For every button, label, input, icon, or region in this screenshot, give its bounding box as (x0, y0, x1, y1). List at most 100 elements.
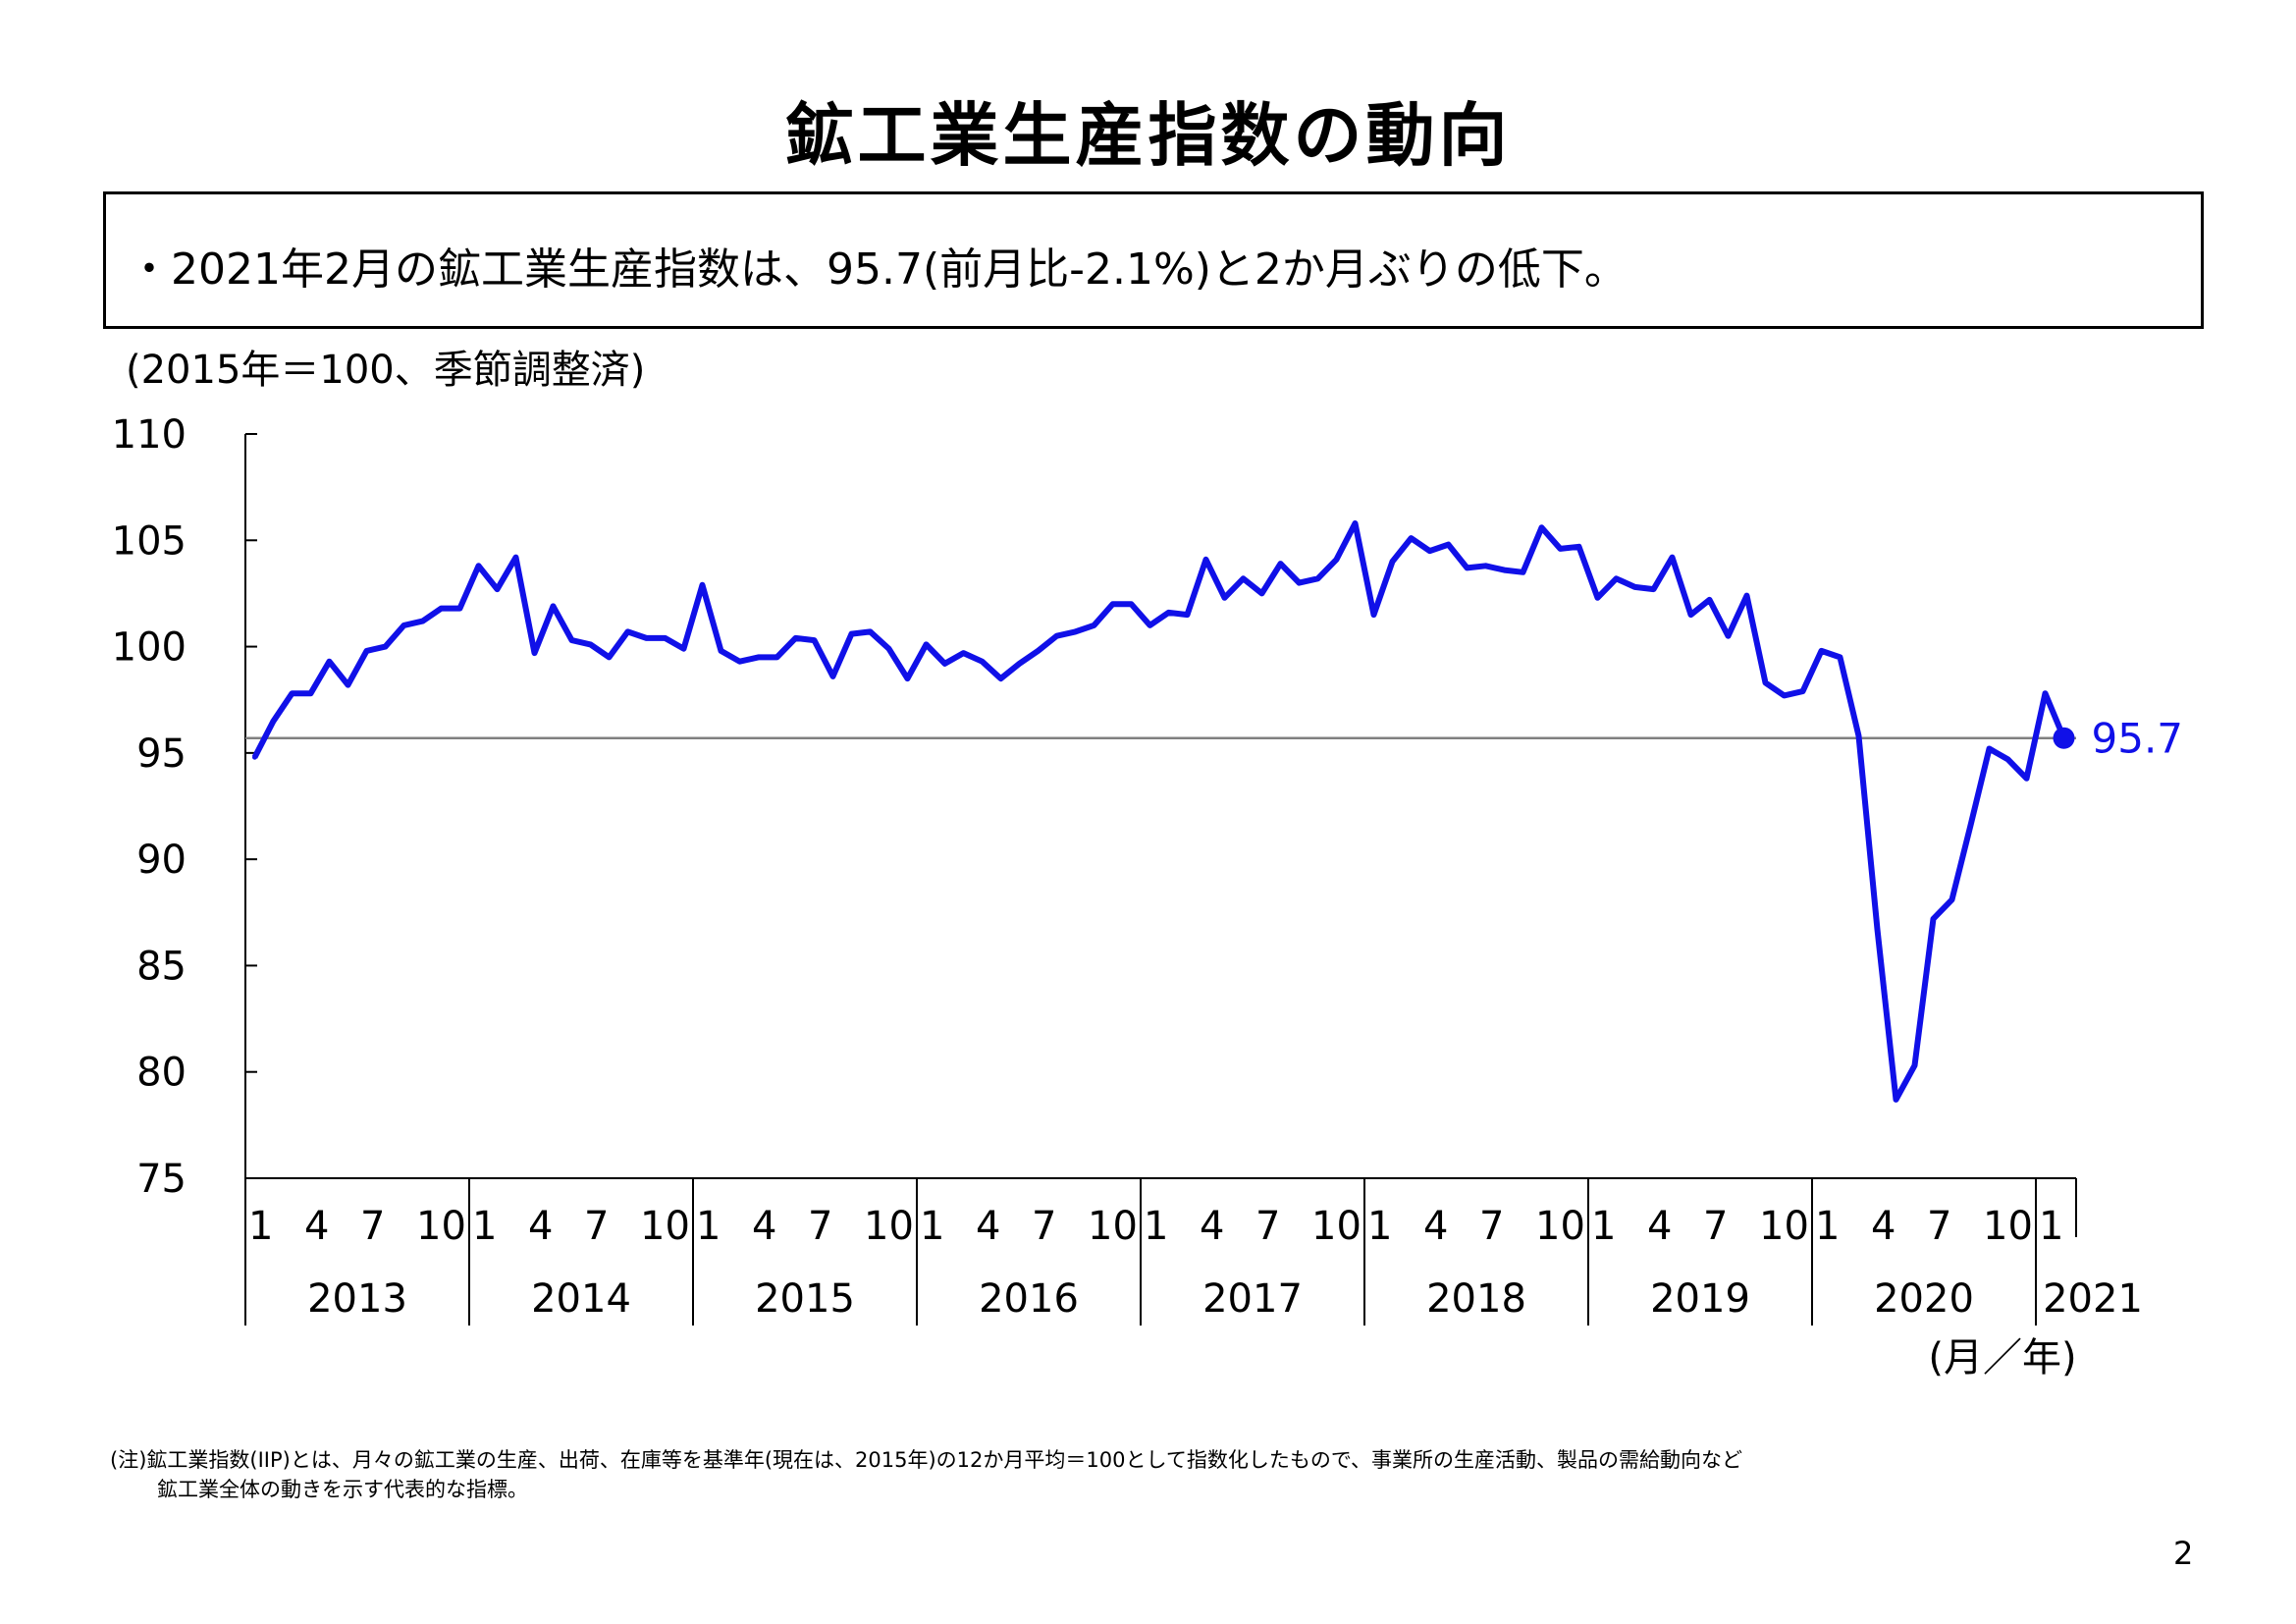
data-point (1036, 648, 1041, 654)
data-point (1856, 733, 1861, 739)
footnote-line-2: 鉱工業全体の動きを示す代表的な指標。 (157, 1478, 528, 1501)
month-tick-label: 7 (808, 1204, 832, 1249)
data-point (1576, 544, 1581, 550)
footnote: (注)鉱工業指数(IIP)とは、月々の鉱工業の生産、出荷、在庫等を基準年(現在は… (110, 1445, 1742, 1504)
data-point (1912, 1062, 1917, 1068)
data-point (1782, 692, 1787, 698)
data-point (644, 635, 649, 641)
data-point (439, 606, 444, 612)
month-tick-label: 1 (1144, 1204, 1168, 1249)
y-tick-label: 75 (136, 1157, 187, 1202)
month-tick-label: 10 (1311, 1204, 1362, 1249)
month-tick-label: 4 (752, 1204, 776, 1249)
month-tick-label: 10 (416, 1204, 466, 1249)
month-tick-label: 10 (1759, 1204, 1809, 1249)
year-label: 2016 (979, 1276, 1079, 1322)
month-tick-label: 10 (864, 1204, 914, 1249)
data-point (812, 637, 817, 643)
month-tick-label: 1 (1591, 1204, 1616, 1249)
data-point (942, 661, 947, 667)
data-point (737, 659, 742, 665)
month-tick-label: 1 (2039, 1204, 2063, 1249)
data-point (532, 650, 537, 656)
unit-label: (2015年＝100、季節調整済) (126, 348, 645, 393)
data-point (793, 635, 798, 641)
y-tick-label: 90 (136, 838, 187, 883)
data-point (1054, 633, 1059, 639)
data-point (271, 718, 276, 724)
data-point (364, 648, 369, 654)
data-point (1539, 524, 1544, 530)
last-point-marker (2053, 727, 2075, 749)
data-point (290, 690, 294, 696)
data-point (1800, 688, 1805, 694)
data-point (1688, 612, 1693, 618)
data-point (1334, 557, 1339, 563)
data-point (1838, 654, 1842, 660)
y-tick-label: 105 (112, 518, 187, 564)
data-point (1763, 679, 1768, 685)
data-point (1483, 563, 1488, 568)
month-tick-label: 10 (1535, 1204, 1585, 1249)
month-tick-label: 1 (472, 1204, 497, 1249)
data-point (980, 659, 985, 665)
data-point (1949, 896, 1954, 902)
month-tick-label: 1 (696, 1204, 721, 1249)
month-tick-label: 1 (920, 1204, 944, 1249)
data-point (998, 676, 1003, 681)
data-point (1129, 601, 1134, 607)
y-tick-label: 95 (136, 731, 187, 777)
month-tick-label: 4 (1647, 1204, 1672, 1249)
data-point (308, 690, 313, 696)
data-point (2024, 776, 2029, 782)
data-point (1297, 580, 1302, 586)
data-point (625, 628, 630, 634)
month-tick-label: 7 (1703, 1204, 1728, 1249)
y-tick-label: 80 (136, 1051, 187, 1096)
data-point (1409, 535, 1414, 541)
data-point (2005, 756, 2010, 762)
data-point (383, 644, 388, 650)
data-point (1390, 559, 1395, 565)
data-point (1241, 575, 1246, 581)
data-point (607, 654, 612, 660)
data-series-line (251, 520, 2067, 1103)
page-number: 2 (2173, 1535, 2194, 1572)
year-label: 2018 (1426, 1276, 1526, 1322)
data-point (1259, 590, 1264, 596)
data-point (1744, 593, 1749, 599)
y-tick-label: 110 (112, 412, 187, 458)
year-label: 2014 (531, 1276, 631, 1322)
footnote-line-1: (注)鉱工業指数(IIP)とは、月々の鉱工業の生産、出荷、在庫等を基準年(現在は… (110, 1448, 1742, 1472)
data-point (700, 582, 705, 588)
data-point (1819, 648, 1824, 654)
month-tick-label: 10 (640, 1204, 690, 1249)
data-point (569, 637, 574, 643)
month-tick-label: 10 (1088, 1204, 1138, 1249)
month-tick-label: 4 (304, 1204, 329, 1249)
y-tick-label: 85 (136, 944, 187, 989)
data-point (681, 646, 686, 652)
data-point (1073, 628, 1078, 634)
y-tick-label: 100 (112, 625, 187, 671)
data-point (1968, 822, 1973, 828)
data-point (663, 635, 667, 641)
data-point (961, 650, 966, 656)
month-tick-label: 4 (1871, 1204, 1896, 1249)
data-point (457, 606, 462, 612)
data-point (327, 659, 332, 665)
month-tick-label: 1 (248, 1204, 273, 1249)
data-point (886, 646, 891, 652)
data-point (1987, 746, 1992, 752)
data-point (1092, 623, 1096, 628)
month-tick-label: 7 (1255, 1204, 1280, 1249)
data-point (401, 623, 406, 628)
data-point (252, 754, 257, 760)
month-tick-label: 1 (1367, 1204, 1392, 1249)
data-point (830, 674, 835, 679)
month-tick-label: 7 (1479, 1204, 1504, 1249)
summary-box: ・2021年2月の鉱工業生産指数は、95.7(前月比-2.1%)と2か月ぶりの低… (103, 191, 2204, 329)
last-value-label: 95.7 (2092, 715, 2184, 763)
data-point (1315, 575, 1320, 581)
